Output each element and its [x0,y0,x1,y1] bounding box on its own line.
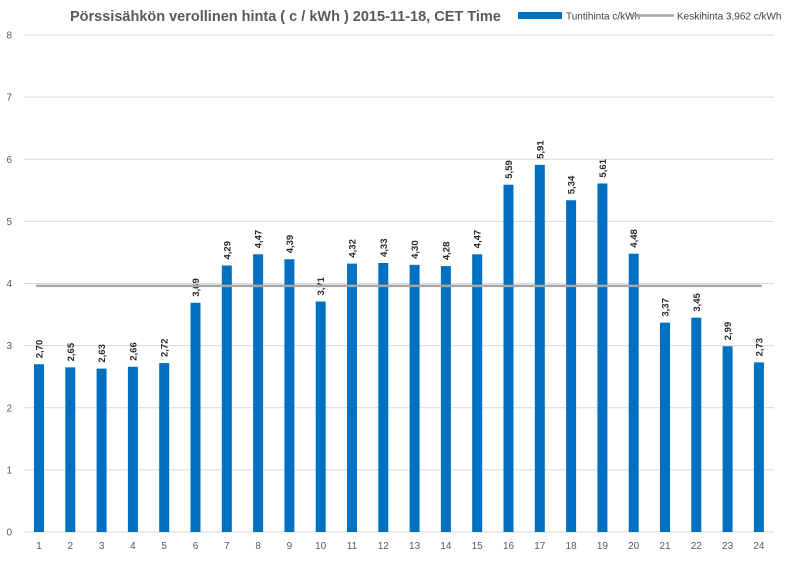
y-tick-label-6: 6 [6,155,12,166]
bar-hour-22 [691,317,702,532]
bar-hour-5 [159,363,170,532]
data-label-hour-23: 2,99 [723,322,734,341]
data-label-hour-21: 3,37 [661,298,672,317]
data-label-hour-8: 4,47 [254,230,265,249]
data-label-hour-24: 2,73 [754,338,765,357]
x-tick-label-18: 18 [566,541,578,552]
gridlines [24,34,774,533]
data-label-hour-15: 4,47 [473,230,484,249]
bar-hour-7 [221,265,232,532]
x-tick-label-14: 14 [440,541,452,552]
bar-hour-10 [315,301,326,532]
data-label-hour-12: 4,33 [379,238,390,257]
data-label-hour-5: 2,72 [160,339,171,358]
x-tick-label-3: 3 [99,541,105,552]
bar-hour-3 [96,368,107,532]
x-tick-label-9: 9 [287,541,293,552]
data-label-hour-18: 5,34 [567,175,578,194]
x-tick-label-15: 15 [472,541,484,552]
y-tick-label-7: 7 [6,93,12,104]
x-tick-label-23: 23 [722,541,734,552]
bar-hour-21 [660,322,670,532]
data-label-hour-3: 2,63 [97,344,108,363]
x-tick-label-4: 4 [130,541,136,552]
x-tick-label-10: 10 [315,541,327,552]
x-tick-label-12: 12 [378,541,390,552]
y-tick-label-0: 0 [6,528,12,539]
y-tick-label-3: 3 [6,341,12,352]
bar-hour-9 [284,259,295,532]
legend-bar-label: Tuntihinta c/kWh [566,12,640,23]
x-tick-label-13: 13 [409,541,421,552]
data-label-hour-16: 5,59 [504,160,515,179]
bar-hour-14 [440,266,451,532]
data-label-hour-4: 2,66 [128,342,139,361]
bar-hour-1 [34,364,44,532]
x-tick-label-21: 21 [659,541,671,552]
bar-hour-16 [503,184,514,532]
data-label-hour-7: 4,29 [222,241,233,260]
bar-hour-20 [628,253,639,532]
x-tick-label-2: 2 [68,541,74,552]
x-tick-label-8: 8 [255,541,261,552]
data-label-hour-2: 2,65 [66,342,77,361]
bar-hour-8 [253,254,264,532]
bar-hour-15 [472,254,483,532]
y-tick-label-5: 5 [6,217,12,228]
bar-hour-24 [753,362,764,532]
bars [34,164,764,532]
legend-line-label: Keskihinta 3,962 c/kWh [677,12,782,23]
data-label-hour-19: 5,61 [598,158,609,177]
data-label-hour-13: 4,30 [410,240,421,259]
data-labels: 2,702,652,632,662,723,694,294,474,393,71… [35,140,766,363]
data-label-hour-22: 3,45 [692,292,703,311]
x-tick-label-20: 20 [628,541,640,552]
x-tick-label-5: 5 [161,541,167,552]
x-axis-ticks: 1 2 3 4 5 6 7 8 9 10 11 12 13 14 15 16 17 18 19 20 21 22 23 24 [36,541,765,552]
x-tick-label-1: 1 [36,541,42,552]
y-tick-label-2: 2 [6,403,12,414]
bar-hour-11 [347,263,357,532]
data-label-hour-1: 2,70 [35,340,46,359]
bar-hour-13 [409,264,420,532]
bar-hour-19 [597,183,608,532]
data-label-hour-14: 4,28 [441,242,452,261]
bar-hour-6 [190,302,201,532]
y-tick-label-8: 8 [6,31,12,42]
data-label-hour-9: 4,39 [285,235,296,254]
legend-bar-swatch [518,12,562,19]
x-tick-label-17: 17 [534,541,546,552]
data-label-hour-20: 4,48 [629,229,640,248]
bar-hour-2 [65,367,76,532]
bar-hour-12 [378,262,389,532]
y-axis-ticks: 0 1 2 3 4 5 6 7 8 [6,31,12,539]
x-tick-label-7: 7 [224,541,230,552]
y-tick-label-4: 4 [6,279,12,290]
x-tick-label-6: 6 [193,541,199,552]
y-tick-label-1: 1 [6,465,12,476]
x-tick-label-22: 22 [691,541,703,552]
x-tick-label-11: 11 [347,541,358,552]
bar-hour-18 [566,200,577,532]
chart-title: Pörssisähkön verollinen hinta ( c / kWh … [70,9,501,25]
bar-hour-4 [127,366,138,532]
bar-hour-17 [534,164,545,532]
x-tick-label-16: 16 [503,541,515,552]
x-tick-label-24: 24 [753,541,765,552]
legend: Tuntihinta c/kWh Keskihinta 3,962 c/kWh [518,12,782,23]
data-label-hour-6: 3,69 [191,278,202,297]
x-tick-label-19: 19 [597,541,609,552]
data-label-hour-17: 5,91 [535,140,546,159]
bar-hour-23 [722,346,733,532]
data-label-hour-11: 4,32 [348,239,359,258]
